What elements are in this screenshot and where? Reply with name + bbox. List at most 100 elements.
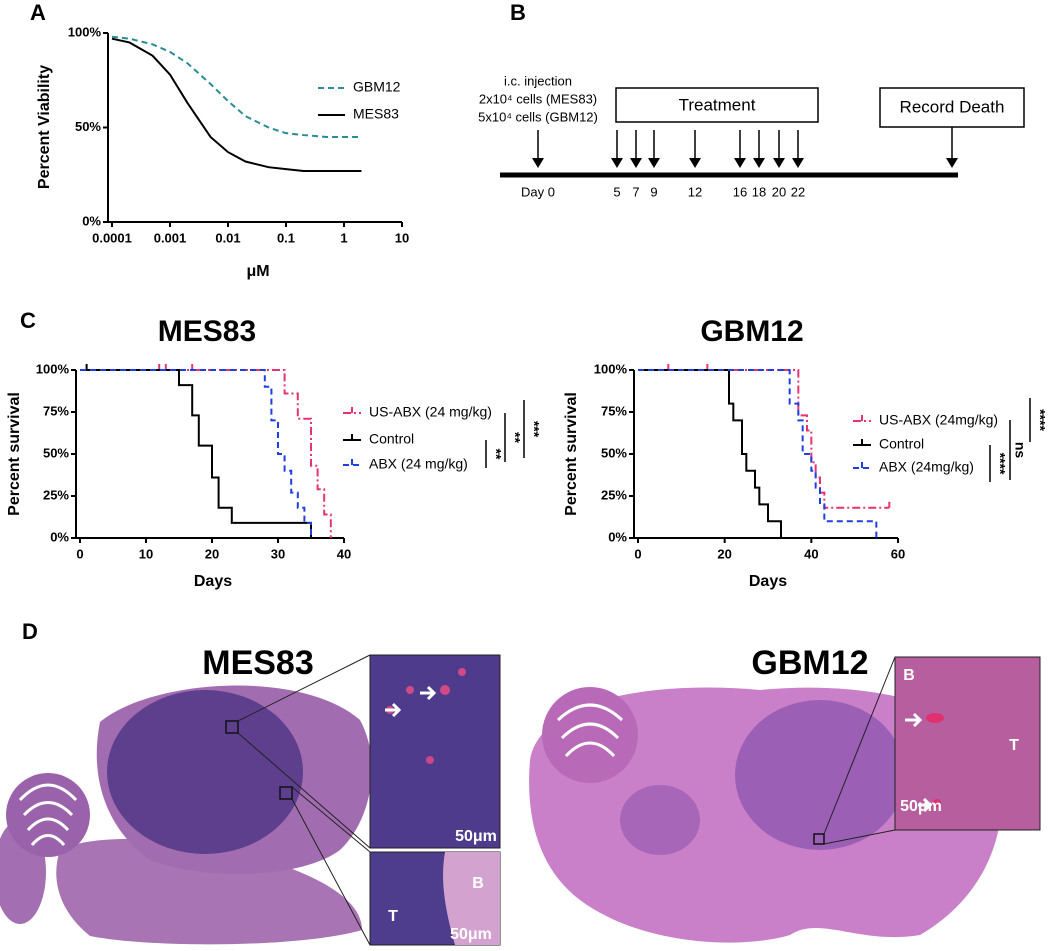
series-line (80, 369, 332, 538)
treatment-box (615, 87, 819, 123)
y-tick-label: 100% (594, 361, 628, 376)
series-line (111, 35, 362, 138)
panel-label: B (510, 0, 526, 25)
y-tick-label: 100% (68, 24, 102, 39)
legend-label: US-ABX (24mg/kg) (879, 412, 998, 428)
rbc (926, 713, 944, 723)
arrow-head (734, 158, 746, 168)
y-axis-label: Percent Viability (36, 65, 53, 189)
tumor (620, 785, 700, 855)
cerebellum-folds (556, 703, 624, 758)
y-tick-label: 0% (82, 213, 101, 228)
x-tick-label: 0.01 (215, 230, 240, 245)
legend-label: MES83 (353, 106, 399, 122)
significance-label: **** (992, 453, 1008, 475)
chart-title: GBM12 (700, 315, 803, 348)
y-tick-label: 50% (43, 445, 69, 460)
legend-label: Control (879, 436, 924, 452)
endpoint-box (879, 87, 1025, 128)
x-tick-label: 60 (891, 546, 905, 561)
tumor (107, 690, 303, 854)
y-tick-label: 75% (43, 403, 69, 418)
arrow-head (648, 158, 660, 168)
arrow (905, 712, 933, 813)
arrow-head (611, 158, 623, 168)
day-label: 16 (733, 184, 747, 199)
inset (369, 654, 501, 849)
arrow-head (689, 158, 701, 168)
chart-title: MES83 (158, 315, 256, 348)
roi-box (225, 720, 239, 734)
y-tick-label: 75% (601, 403, 627, 418)
x-tick-label: 30 (271, 546, 285, 561)
y-axis-label: Percent survival (6, 392, 23, 516)
day-label: 5 (613, 184, 620, 199)
y-tick-label: 0% (608, 529, 627, 544)
panel-label: A (30, 0, 46, 25)
roi-box (279, 786, 293, 800)
day-label: 9 (650, 184, 657, 199)
injection-text: 2x10⁴ cells (MES83) (479, 91, 597, 106)
injection-text: i.c. injection (504, 73, 572, 88)
day-label: 22 (791, 184, 805, 199)
inset (894, 656, 1041, 831)
series-line (638, 369, 890, 509)
x-tick-label: 0 (634, 546, 641, 561)
day-label: 7 (632, 184, 639, 199)
significance-label: *** (526, 421, 542, 438)
zoom-lines (237, 654, 371, 946)
rbc (426, 756, 434, 764)
region-label: T (388, 908, 398, 925)
rbc (440, 685, 450, 695)
arrow-head (753, 158, 765, 168)
x-tick-label: 0.1 (277, 230, 295, 245)
brain-section (56, 838, 362, 945)
day-label: Day 0 (521, 184, 555, 199)
injection-text: 5x10⁴ cells (GBM12) (478, 109, 598, 124)
panel-label: D (22, 619, 38, 644)
scale-bar-label: 50μm (450, 926, 492, 943)
scale-bar-label: 50μm (900, 798, 942, 815)
region-label: B (903, 667, 915, 684)
day-label: 20 (772, 184, 786, 199)
x-tick-label: 0 (76, 546, 83, 561)
series-line (80, 369, 312, 538)
significance-label: ns (1012, 442, 1028, 459)
series-line (638, 369, 878, 538)
treatment-label: Treatment (679, 95, 756, 114)
x-tick-label: 1 (340, 230, 347, 245)
region-label: T (1009, 737, 1019, 754)
arrow-head (773, 158, 785, 168)
y-tick-label: 50% (601, 445, 627, 460)
arrow-head (792, 158, 804, 168)
y-axis-label: Percent survival (563, 392, 580, 516)
legend-label: ABX (24 mg/kg) (369, 456, 468, 472)
x-tick-label: 10 (139, 546, 153, 561)
rbc (406, 686, 414, 694)
legend-label: ABX (24mg/kg) (879, 459, 974, 475)
significance-label: **** (1032, 409, 1048, 431)
series-line (80, 369, 312, 538)
series-line (111, 37, 362, 172)
x-tick-label: 20 (717, 546, 731, 561)
inset-brain-region (443, 852, 500, 945)
tumor (735, 700, 905, 850)
timeline: i.c. injection 2x10⁴ cells (MES83) 5x10⁴… (478, 73, 1025, 178)
x-tick-label: 40 (337, 546, 351, 561)
y-tick-label: 25% (601, 487, 627, 502)
x-tick-label: 40 (804, 546, 818, 561)
histology: MES83 GBM12 50μm B T 50μm (0, 644, 1041, 946)
day-label: 18 (752, 184, 766, 199)
x-tick-label: 10 (395, 230, 409, 245)
significance-label: ** (507, 432, 523, 443)
region-label: B (472, 875, 484, 892)
significance-label: ** (488, 449, 504, 460)
roi-box (813, 833, 825, 845)
zoom-lines (823, 656, 896, 845)
y-tick-label: 50% (75, 119, 101, 134)
arrow-head (532, 158, 544, 168)
rbc (933, 799, 941, 807)
x-axis-label: Days (194, 573, 232, 590)
histology-title: GBM12 (751, 644, 868, 682)
